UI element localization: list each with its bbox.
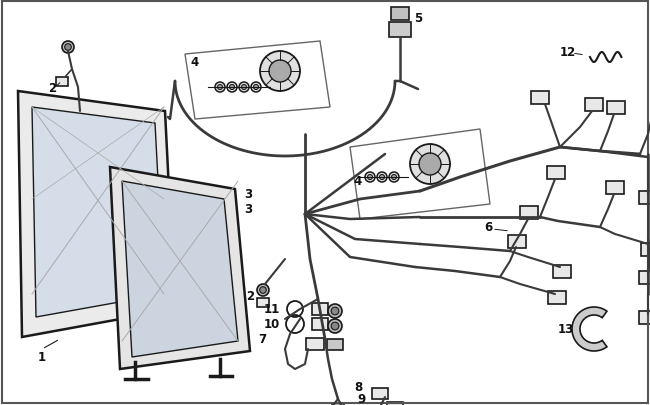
Text: 11: 11 [264, 303, 280, 316]
Circle shape [380, 175, 385, 180]
Text: 4: 4 [354, 175, 362, 188]
Bar [257, 298, 269, 307]
Circle shape [65, 45, 72, 51]
Text: 6: 6 [484, 221, 492, 234]
Bar [607, 101, 625, 114]
Bar [56, 77, 68, 86]
Text: 1: 1 [38, 351, 46, 364]
Text: 5: 5 [414, 11, 422, 24]
Bar [547, 166, 565, 179]
Circle shape [365, 173, 375, 183]
Bar [639, 271, 650, 284]
Text: 7: 7 [258, 333, 266, 345]
Polygon shape [572, 307, 607, 351]
Bar [520, 206, 538, 219]
Bar [327, 339, 343, 350]
Polygon shape [32, 108, 164, 317]
Text: 9: 9 [358, 392, 366, 405]
Circle shape [389, 173, 399, 183]
Circle shape [260, 287, 266, 294]
Circle shape [227, 83, 237, 93]
Bar [332, 403, 344, 405]
Circle shape [218, 85, 222, 90]
Circle shape [328, 319, 342, 333]
Bar [606, 181, 624, 194]
Circle shape [229, 85, 235, 90]
Circle shape [328, 304, 342, 318]
Text: 2: 2 [246, 290, 254, 303]
Circle shape [377, 173, 387, 183]
Circle shape [215, 83, 225, 93]
Circle shape [419, 153, 441, 175]
Circle shape [62, 42, 74, 54]
Text: 2: 2 [48, 81, 56, 94]
Bar [312, 303, 328, 315]
Bar [372, 388, 388, 399]
Circle shape [260, 52, 300, 92]
Bar [306, 338, 324, 350]
Circle shape [331, 322, 339, 330]
Text: 3: 3 [244, 188, 252, 201]
Text: 12: 12 [560, 45, 576, 58]
Bar [389, 22, 411, 37]
Circle shape [410, 145, 450, 185]
Bar [531, 91, 549, 104]
Bar [639, 311, 650, 324]
Circle shape [331, 307, 339, 315]
Circle shape [251, 83, 261, 93]
Bar [548, 291, 566, 304]
Text: 3: 3 [244, 203, 252, 216]
Circle shape [391, 175, 396, 180]
Circle shape [257, 284, 269, 296]
Bar [312, 318, 328, 330]
Text: 8: 8 [354, 381, 362, 394]
Polygon shape [110, 168, 250, 369]
Bar [508, 235, 526, 248]
Bar [553, 265, 571, 278]
Bar [391, 7, 409, 20]
Text: 13: 13 [558, 323, 574, 336]
Text: 10: 10 [264, 318, 280, 331]
Polygon shape [18, 92, 175, 337]
Bar [585, 98, 603, 111]
Circle shape [254, 85, 259, 90]
Circle shape [239, 83, 249, 93]
Circle shape [367, 175, 372, 180]
Bar [387, 401, 403, 405]
Circle shape [242, 85, 246, 90]
Bar [641, 243, 650, 256]
Text: 4: 4 [191, 55, 199, 68]
Circle shape [269, 61, 291, 83]
Bar [639, 191, 650, 204]
Polygon shape [122, 181, 238, 357]
